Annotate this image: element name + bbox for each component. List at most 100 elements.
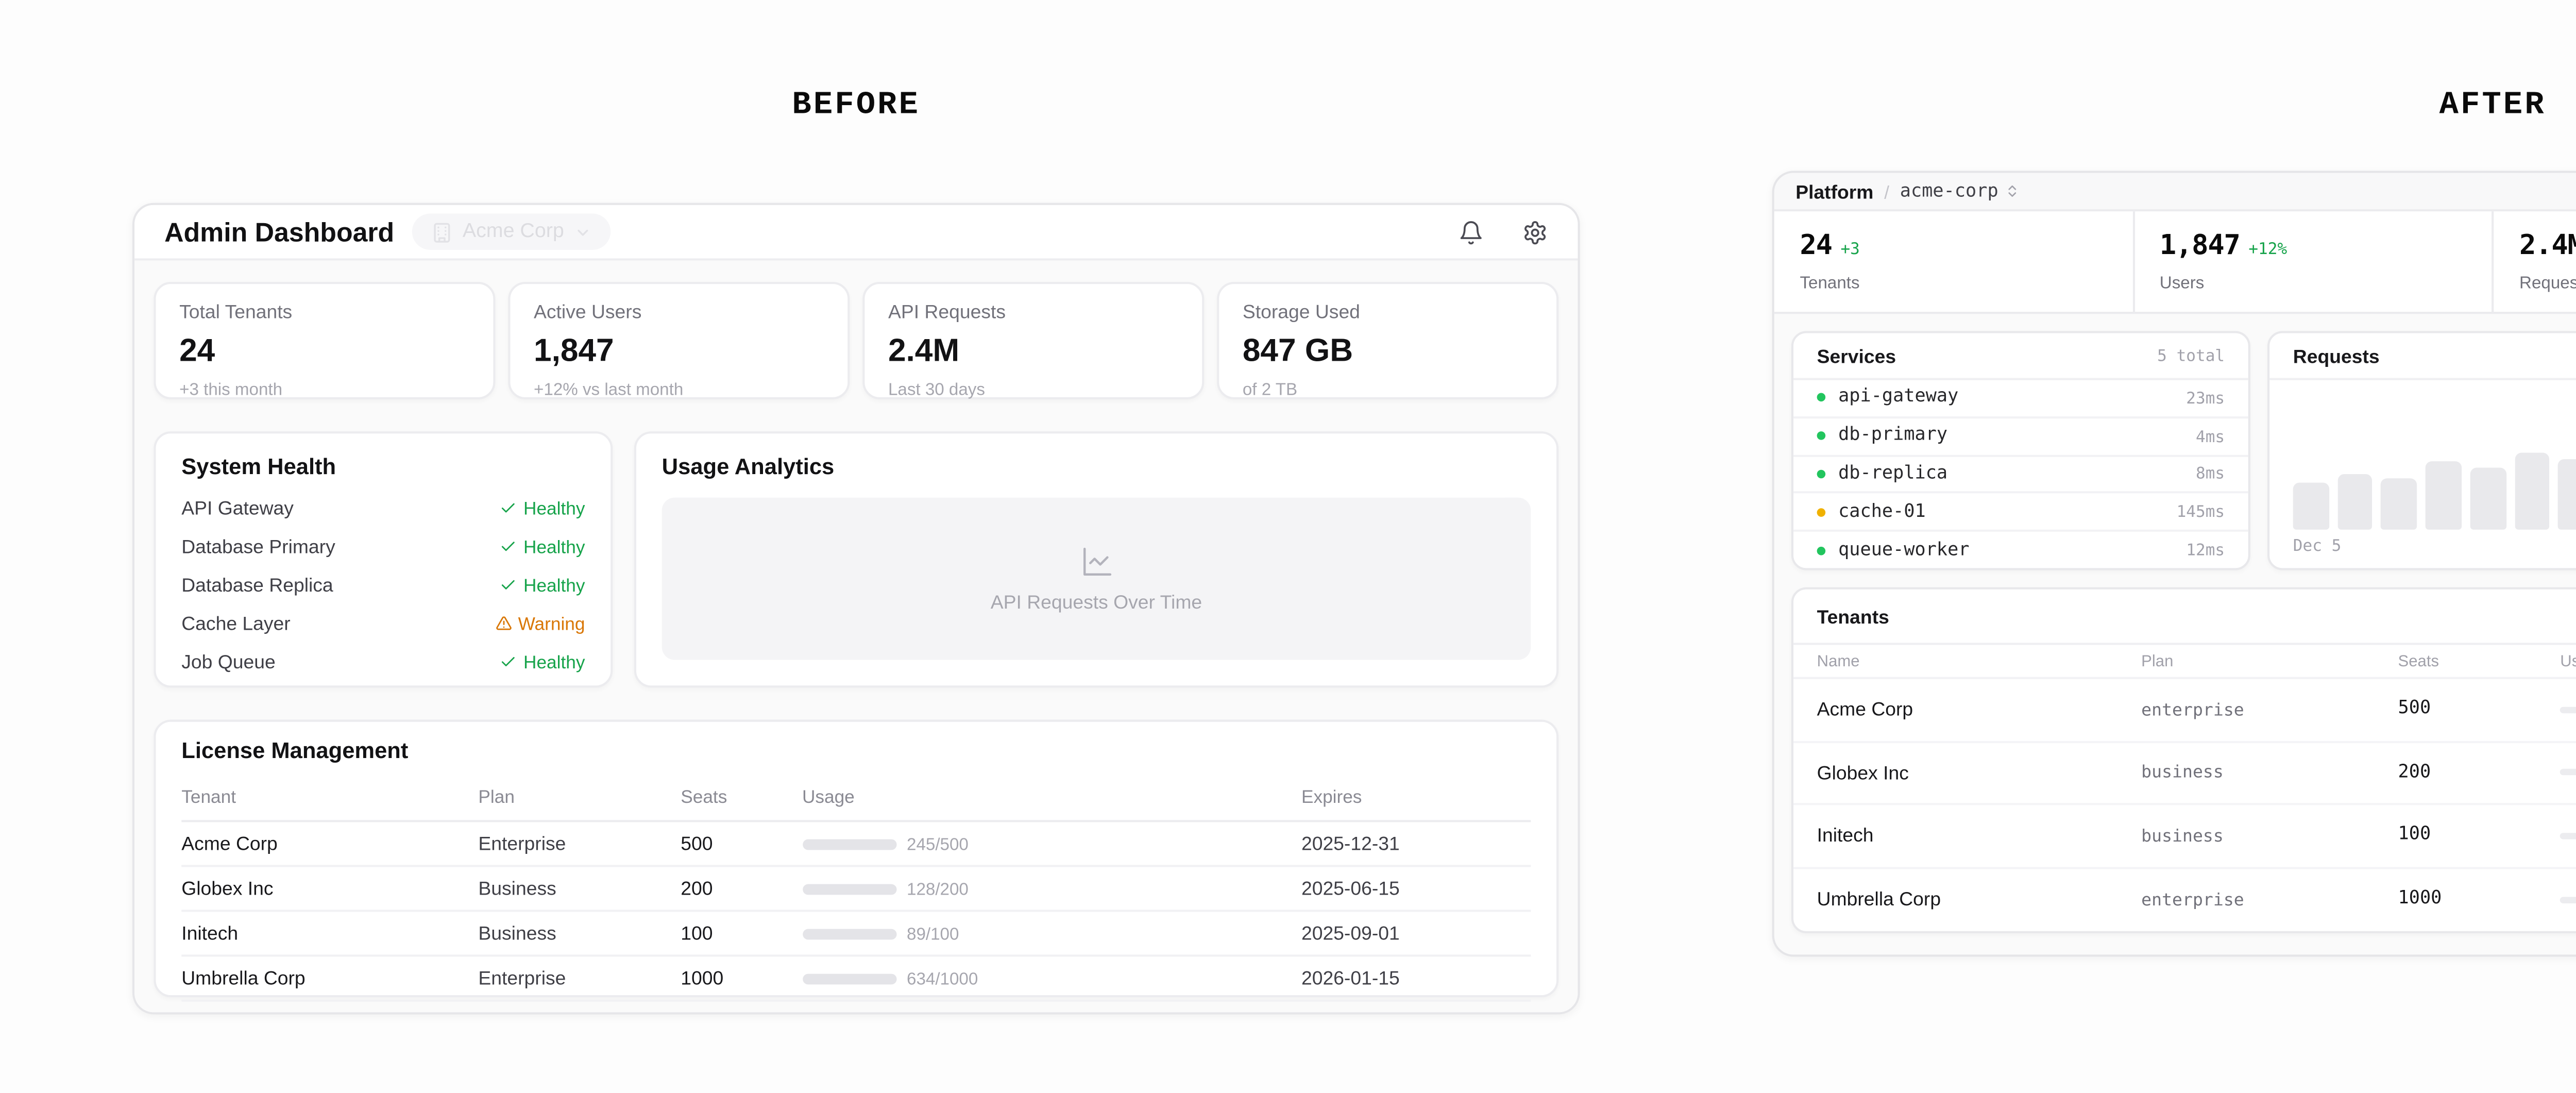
chart-bar [2469,468,2506,530]
check-icon [502,657,515,666]
tenants-table-body: Acme Corpenterprise50049%2025-12-31Globe… [1793,679,2576,931]
after-stats-strip: 24 +3 Tenants 1,847 +12% Users 2.4M30d Requests… [1774,211,2576,314]
table-row: Umbrella Corpenterprise100063%2026-01-15 [1793,868,2576,931]
before-middle-row: System Health API Gateway Healthy Database… [154,431,1559,688]
stat-subtext: of 2 TB [1242,380,1298,399]
service-row: queue-worker 12ms [1793,530,2248,568]
service-name: api-gateway [1838,387,1959,409]
status-dot [1817,469,1826,479]
health-row: Database Replica Healthy [181,575,585,596]
check-icon [502,503,515,513]
table-row: Globex Incbusiness20064%2025-06-15 [1793,742,2576,805]
column-header: Seats [2398,651,2439,671]
building-icon [433,222,449,242]
usage-cell: 89/100 [802,923,1301,943]
tenant-selector-pill[interactable]: Acme Corp [411,213,611,250]
status-label: Warning [518,613,585,634]
status-dot [1817,394,1826,402]
stat-value: 1,847 [534,333,614,369]
plan-cell: Enterprise [478,833,566,854]
expires-cell: 2025-09-01 [1301,922,1400,944]
usage-cell: 89% [2560,826,2576,845]
check-icon [502,580,515,590]
stat-card: Total Tenants 24 +3 this month [154,282,496,399]
column-header: Name [1817,651,1860,671]
status-dot [1817,508,1826,516]
stat-card: Storage Used 847 GB of 2 TB [1217,282,1559,399]
health-row: Job Queue Healthy [181,651,585,672]
after-label: AFTER [2439,87,2546,124]
stat-value: 24 [179,333,215,369]
table-row: Acme Corpenterprise50049%2025-12-31 [1793,679,2576,743]
license-management-title: License Management [181,738,409,765]
seats-cell: 1000 [681,967,724,989]
stat-value: 1,847 [2159,230,2241,263]
tenant-name: Acme Corp [1817,699,1913,720]
services-title: Services [1817,345,1896,366]
stat-suffix: +12% [2248,239,2287,259]
before-dashboard-window: Admin Dashboard Acme Corp Total Tenants 2… [132,203,1580,1015]
health-row: Database Primary Healthy [181,536,585,557]
service-row: db-primary 4ms [1793,416,2248,454]
before-dashboard-body: Total Tenants 24 +3 this month Active Users… [134,260,1578,1013]
stat-suffix: +3 [1840,239,1860,259]
column-header: Usage [2560,651,2576,671]
plan-cell: enterprise [2141,700,2244,719]
column-header: Plan [2141,651,2174,671]
service-name: API Gateway [181,497,294,519]
usage-cell: 63% [2560,890,2576,909]
service-row: api-gateway 23ms [1793,380,2248,416]
expires-cell: 2025-06-15 [1301,878,1400,899]
status-dot [1817,546,1826,554]
x-axis-start-label: Dec 5 [2293,536,2342,556]
seats-cell: 100 [2398,825,2431,847]
after-middle-row: Services 5 total api-gateway 23ms db-prima… [1791,331,2576,570]
service-name: db-replica [1838,463,1948,485]
stat-cell: 24 +3 Tenants [1774,211,2134,312]
stat-label: Storage Used [1242,301,1360,323]
usage-bar-track [802,883,896,894]
tenants-panel-header: Tenants + Add tenant [1793,590,2576,645]
table-row: Umbrella Corp Enterprise 1000 634/1000 2026-… [181,957,1531,1002]
service-name: Cache Layer [181,613,291,634]
stat-label: Requests [2519,273,2576,293]
service-name: Database Replica [181,574,333,596]
seats-cell: 500 [681,833,713,854]
seats-cell: 1000 [2398,888,2442,911]
gear-icon [1524,220,1546,244]
service-latency: 4ms [2196,426,2225,446]
usage-bar-track [802,838,896,849]
stat-subtext: +3 this month [179,380,283,399]
expires-cell: 2026-01-15 [1301,967,1400,989]
service-name: Job Queue [181,651,276,673]
stat-label: API Requests [888,301,1006,323]
chevron-down-icon [578,228,589,235]
service-latency: 145ms [2176,502,2225,522]
usage-cell: 128/200 [802,879,1301,898]
stat-label: Users [2159,273,2205,293]
usage-bar-track [2560,769,2576,776]
tenant-name: Acme Corp [181,833,278,854]
requests-bar-chart [2269,380,2576,530]
seats-cell: 200 [681,878,713,899]
plan-cell: business [2141,826,2224,846]
column-header: Seats [681,786,727,808]
usage-bar-track [2560,896,2576,903]
notifications-bell-button[interactable] [1458,219,1484,245]
settings-gear-button[interactable] [1522,219,1548,245]
tenant-breadcrumb-label: acme-corp [1900,180,1998,202]
usage-ratio: 245/500 [907,834,969,853]
usage-ratio: 89/100 [907,923,959,943]
plan-cell: enterprise [2141,890,2244,910]
tenant-name: Globex Inc [181,878,274,899]
tenant-breadcrumb-selector[interactable]: acme-corp [1900,180,2020,202]
stat-subtext: +12% vs last month [534,380,684,399]
stat-value-row: 1,847 +12% [2160,231,2466,263]
plan-cell: Business [478,922,556,944]
usage-cell: 245/500 [802,834,1301,853]
chart-bar [2293,482,2329,530]
column-header: Expires [1301,786,1362,808]
stat-value: 2.4M [888,333,960,369]
services-list: api-gateway 23ms db-primary 4ms db-replica 8m… [1793,380,2248,568]
status-label: Healthy [523,651,585,673]
